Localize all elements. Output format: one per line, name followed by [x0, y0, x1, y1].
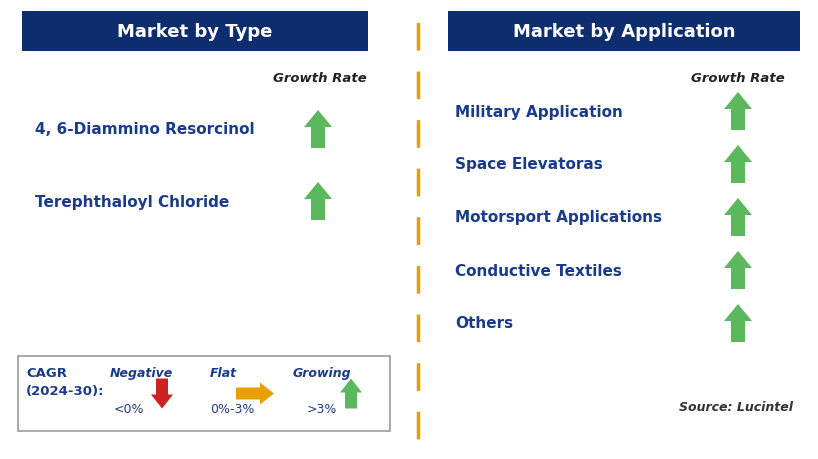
FancyArrow shape: [724, 304, 752, 342]
FancyBboxPatch shape: [18, 356, 390, 431]
Text: Growing: Growing: [293, 366, 352, 379]
FancyArrow shape: [724, 93, 752, 131]
Text: Market by Application: Market by Application: [513, 23, 735, 41]
FancyArrow shape: [304, 183, 332, 220]
Text: Flat: Flat: [210, 366, 237, 379]
FancyBboxPatch shape: [22, 12, 368, 52]
Text: CAGR: CAGR: [26, 366, 67, 379]
Text: 0%-3%: 0%-3%: [210, 402, 254, 415]
FancyArrow shape: [340, 379, 362, 409]
FancyBboxPatch shape: [448, 12, 800, 52]
FancyArrow shape: [236, 383, 274, 405]
Text: Others: Others: [455, 316, 513, 331]
Text: Negative: Negative: [110, 366, 173, 379]
Text: Military Application: Military Application: [455, 104, 622, 119]
Text: 4, 6-Diammino Resorcinol: 4, 6-Diammino Resorcinol: [35, 122, 254, 137]
Text: <0%: <0%: [114, 402, 145, 415]
Text: Growth Rate: Growth Rate: [273, 72, 367, 85]
FancyArrow shape: [724, 199, 752, 236]
Text: Motorsport Applications: Motorsport Applications: [455, 210, 662, 225]
Text: Market by Type: Market by Type: [117, 23, 272, 41]
Text: Terephthaloyl Chloride: Terephthaloyl Chloride: [35, 194, 229, 209]
Text: Growth Rate: Growth Rate: [691, 72, 785, 85]
FancyArrow shape: [724, 146, 752, 184]
Text: (2024-30):: (2024-30):: [26, 384, 105, 397]
FancyArrow shape: [151, 379, 173, 409]
Text: Space Elevatoras: Space Elevatoras: [455, 157, 603, 172]
FancyArrow shape: [724, 252, 752, 289]
FancyArrow shape: [304, 111, 332, 149]
Text: >3%: >3%: [307, 402, 337, 415]
Text: Source: Lucintel: Source: Lucintel: [679, 401, 793, 414]
Text: Conductive Textiles: Conductive Textiles: [455, 263, 622, 278]
